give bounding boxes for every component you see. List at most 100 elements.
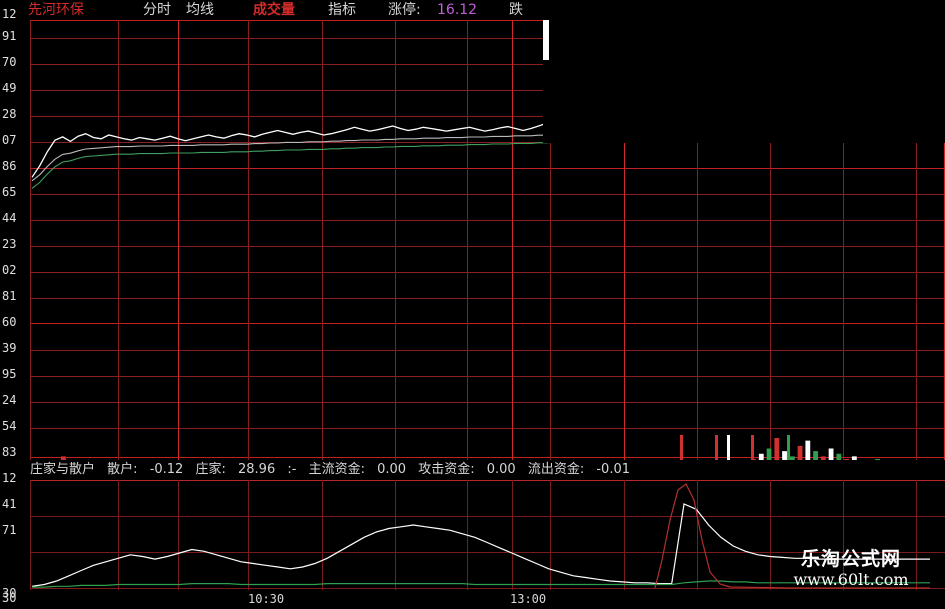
gridline-h — [30, 194, 945, 195]
gridline-h — [30, 552, 945, 553]
gridline-h — [30, 350, 945, 351]
price-chart-panel[interactable] — [30, 20, 945, 460]
gridline-v — [550, 480, 551, 590]
limit-up-value: 16.12 — [437, 2, 478, 18]
liuchu-label: 流出资金: — [527, 462, 585, 477]
time-tick-label: 13:00 — [510, 592, 547, 606]
gridline-h — [30, 64, 945, 65]
stock-name-label[interactable]: 先河环保 — [28, 2, 84, 18]
volume-bar — [797, 445, 803, 460]
y-tick-label: 71 — [2, 523, 17, 537]
gridline-v — [697, 480, 698, 590]
gridline-h — [30, 38, 945, 39]
overlay-white-edge — [543, 20, 549, 60]
sanhu-label: 散户: — [107, 462, 138, 477]
gridline-v — [916, 20, 917, 460]
volume-bar — [813, 451, 818, 460]
volume-bar — [766, 448, 772, 460]
gridline-v — [843, 20, 844, 460]
gridline-h — [30, 428, 945, 429]
watermark-site-url: www.60lt.com — [793, 570, 909, 589]
indicator-title: 庄家与散户 — [30, 462, 96, 477]
gridline-v — [322, 480, 323, 590]
volume-bar — [61, 456, 66, 460]
gridline-h — [30, 402, 945, 403]
gridline-v — [916, 480, 917, 590]
volume-bar — [836, 453, 842, 460]
tab-chengjiaoliang[interactable]: 成交量 — [253, 2, 295, 18]
sanhu-line — [32, 580, 930, 588]
top-toolbar: 先河环保 分时 均线 成交量 指标 涨停: 16.12 跌 — [0, 0, 945, 20]
volume-bar — [782, 451, 787, 460]
y-tick-label: 91 — [2, 29, 17, 43]
zhuliu-value: 0.00 — [377, 462, 407, 477]
gridline-v — [624, 20, 625, 460]
gridline-v — [30, 480, 31, 590]
gridline-v — [395, 20, 396, 460]
spike-line — [654, 483, 930, 589]
volume-bar — [789, 456, 795, 460]
fund-flow-panel[interactable] — [30, 480, 945, 590]
time-tick-label: 10:30 — [248, 592, 285, 606]
zhuangjia-label: 庄家: — [195, 462, 226, 477]
fund-flow-svg — [31, 483, 930, 589]
gridline-v — [467, 20, 468, 460]
gridline-h — [30, 516, 945, 517]
gridline-v — [770, 20, 771, 460]
watermark-site-name: 乐淘公式网 — [800, 548, 901, 570]
volume-bar — [828, 448, 834, 460]
tab-junxian[interactable]: 均线 — [186, 2, 214, 18]
gridline-h — [30, 298, 945, 299]
gridline-h — [30, 116, 945, 117]
gridline-v — [770, 480, 771, 590]
volume-bar-spike — [680, 435, 683, 460]
gridline-v — [395, 480, 396, 590]
gridline-h-baseline — [30, 588, 945, 589]
gridline-v — [624, 480, 625, 590]
gridline-v — [118, 20, 119, 460]
y-tick-label: 54 — [2, 419, 17, 433]
gongji-label: 攻击资金: — [418, 462, 475, 477]
gridline-h-reference — [30, 168, 945, 169]
gridline-v — [178, 20, 179, 460]
subchart-top-border — [30, 480, 945, 481]
limit-up-label: 涨停: — [388, 2, 421, 18]
time-axis: 30 10:30 13:00 — [0, 590, 945, 609]
volume-bar — [820, 456, 826, 460]
volume-bar — [844, 459, 849, 460]
limit-down-label: 跌 — [509, 2, 523, 18]
tab-zhibiao[interactable]: 指标 — [328, 2, 356, 18]
y-tick-label: 86 — [2, 159, 17, 173]
gridline-v — [178, 480, 179, 590]
y-tick-label: 44 — [2, 211, 17, 225]
tab-fenshi[interactable]: 分时 — [143, 2, 171, 18]
gridline-v — [322, 20, 323, 460]
y-tick-label: 49 — [2, 81, 17, 95]
volume-bar-spike — [787, 435, 790, 460]
volume-bar — [875, 459, 880, 460]
occluding-overlay — [543, 20, 945, 143]
gridline-v — [697, 20, 698, 460]
gridline-h — [30, 323, 945, 324]
volume-bars — [61, 435, 880, 460]
gridline-v — [248, 20, 249, 460]
volume-bar — [805, 440, 811, 460]
gridline-h — [30, 142, 945, 143]
indicator-caption-bar: 庄家与散户 散户: -0.12 庄家: 28.96 :- 主流资金: 0.00 … — [30, 460, 945, 480]
y-tick-label: 95 — [2, 367, 17, 381]
y-tick-label: 41 — [2, 497, 17, 511]
chart-top-border — [30, 20, 945, 21]
sub-y-tick-label: 30 — [2, 586, 17, 600]
caption-separator: :- — [287, 462, 297, 477]
y-tick-label: 81 — [2, 289, 17, 303]
y-tick-label: 23 — [2, 237, 17, 251]
gridline-v-midday — [512, 20, 513, 460]
gridline-h — [30, 220, 945, 221]
gongji-value: 0.00 — [486, 462, 516, 477]
y-tick-label: 02 — [2, 263, 17, 277]
gridline-v — [550, 20, 551, 460]
gridline-h — [30, 246, 945, 247]
y-tick-label: 39 — [2, 341, 17, 355]
volume-bar — [851, 456, 857, 460]
gridline-v — [118, 480, 119, 590]
